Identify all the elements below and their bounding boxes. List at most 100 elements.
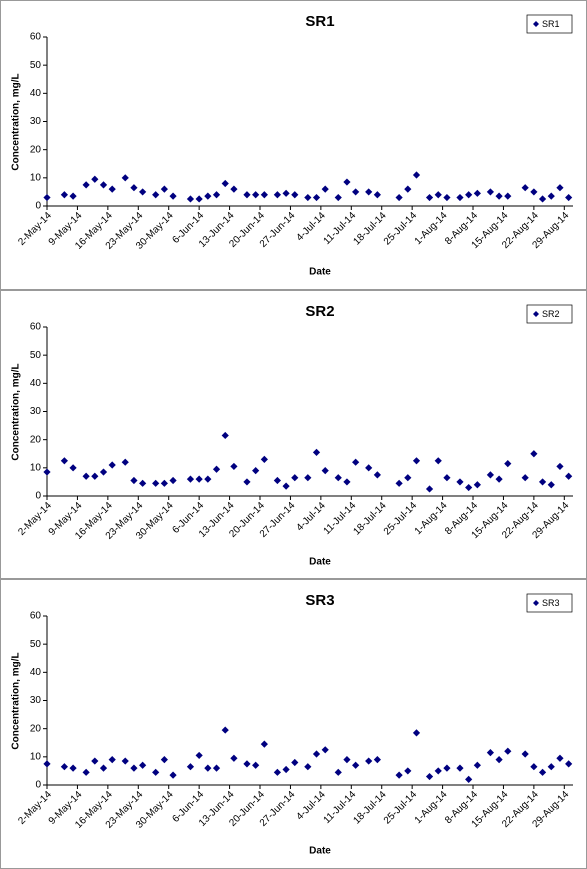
data-point	[495, 475, 503, 483]
x-tick-label: 25-Jul-14	[382, 210, 420, 248]
data-point	[152, 768, 160, 776]
data-point	[304, 474, 312, 482]
data-point	[395, 479, 403, 487]
data-point	[304, 193, 312, 202]
data-point	[504, 747, 512, 755]
data-point	[169, 476, 177, 485]
data-point	[556, 184, 564, 192]
data-point	[538, 768, 547, 776]
data-point	[521, 750, 529, 758]
data-point	[304, 763, 312, 771]
data-point	[434, 191, 442, 199]
data-point	[395, 193, 403, 202]
data-point	[139, 479, 147, 487]
data-point	[152, 191, 160, 199]
data-point	[60, 457, 68, 465]
y-tick-label: 30	[30, 406, 42, 417]
data-point	[195, 475, 203, 483]
data-point	[186, 763, 195, 771]
data-point	[99, 468, 108, 476]
data-point	[343, 478, 351, 486]
data-point	[425, 485, 434, 493]
panel-border	[0, 579, 587, 869]
data-point	[434, 767, 442, 775]
data-point	[186, 475, 195, 483]
data-point	[121, 174, 129, 182]
y-tick-label: 20	[30, 434, 42, 445]
data-point	[495, 756, 503, 764]
y-tick-label: 60	[30, 611, 42, 622]
data-point	[69, 192, 77, 200]
data-point	[473, 189, 481, 197]
legend-label: SR3	[542, 598, 560, 608]
data-point	[91, 472, 99, 480]
data-point	[312, 448, 321, 456]
chart-panel: SR201020304050602-May-149-May-1416-May-1…	[0, 290, 587, 579]
y-axis-label: Concentration, mg/L	[11, 363, 22, 460]
data-point	[321, 746, 329, 754]
data-point	[260, 455, 268, 463]
data-point	[538, 478, 547, 486]
data-point	[282, 765, 290, 774]
data-point	[334, 193, 342, 202]
data-point	[352, 458, 360, 466]
data-point	[404, 185, 412, 193]
data-point	[456, 193, 464, 202]
x-axis-label: Date	[309, 846, 331, 857]
x-tick-label: 25-Jul-14	[382, 500, 420, 538]
data-point	[221, 726, 229, 734]
data-point	[312, 750, 321, 758]
data-point	[243, 760, 251, 768]
y-tick-label: 30	[30, 116, 42, 127]
data-point	[91, 757, 99, 765]
data-point	[443, 193, 451, 202]
chart-panel: SR101020304050602-May-149-May-1416-May-1…	[0, 0, 587, 290]
data-point	[486, 749, 495, 757]
data-point	[252, 761, 260, 769]
data-point	[230, 462, 238, 471]
data-point	[282, 189, 290, 197]
y-axis-label: Concentration, mg/L	[11, 73, 22, 170]
data-point	[43, 468, 51, 476]
data-point	[130, 184, 138, 192]
data-point	[538, 195, 547, 203]
data-point	[195, 751, 203, 760]
data-point	[282, 482, 290, 490]
panel-border	[0, 290, 587, 579]
data-point	[204, 475, 212, 483]
y-tick-label: 20	[30, 723, 42, 734]
data-point	[312, 193, 321, 202]
data-point	[60, 191, 68, 199]
data-point	[404, 474, 412, 482]
data-point	[530, 450, 538, 458]
data-point	[221, 179, 229, 188]
data-point	[252, 191, 260, 199]
data-point	[195, 195, 203, 203]
data-point	[373, 756, 381, 764]
data-point	[443, 474, 451, 482]
data-point	[139, 188, 147, 196]
data-point	[395, 771, 403, 779]
y-tick-label: 40	[30, 88, 42, 99]
data-point	[504, 192, 512, 200]
data-point	[334, 768, 342, 776]
legend-marker	[533, 21, 539, 27]
data-point	[273, 191, 281, 199]
legend-box	[526, 304, 573, 324]
data-point	[404, 767, 412, 775]
data-point	[212, 764, 221, 772]
data-point	[43, 760, 51, 768]
data-point	[412, 729, 421, 737]
data-point	[321, 467, 329, 475]
data-point	[456, 764, 464, 772]
data-point	[82, 472, 90, 480]
data-point	[486, 188, 495, 196]
data-point	[334, 474, 342, 482]
y-tick-label: 60	[30, 322, 42, 333]
data-point	[204, 192, 212, 200]
y-tick-label: 40	[30, 667, 42, 678]
data-point	[565, 472, 573, 480]
legend-label: SR2	[542, 309, 560, 319]
data-point	[321, 185, 329, 193]
